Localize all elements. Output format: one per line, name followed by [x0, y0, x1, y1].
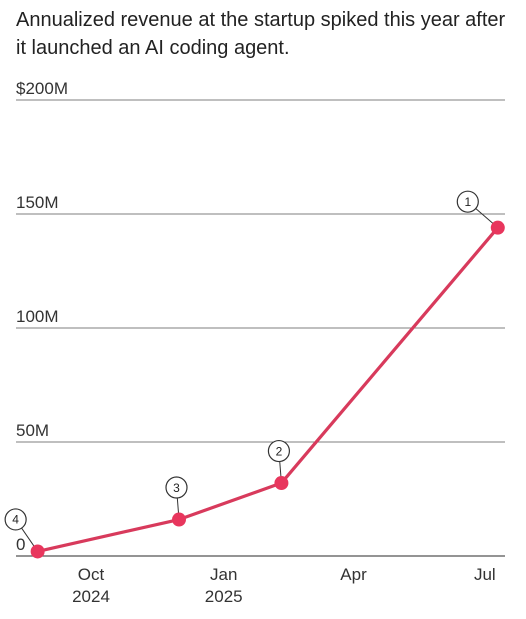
x-tick-label: Apr [340, 565, 367, 584]
annotation-badge [456, 190, 479, 213]
data-point [490, 220, 505, 235]
y-tick-label: 50M [16, 421, 49, 440]
annotation-badge [165, 476, 188, 499]
y-tick-label: 100M [16, 307, 59, 326]
annotation-number: 1 [464, 195, 471, 209]
x-tick-label: Jan [210, 565, 237, 584]
x-tick-label: Jul [474, 565, 496, 584]
data-point [30, 544, 45, 559]
y-tick-label: 150M [16, 193, 59, 212]
data-point-group: 4 [4, 508, 45, 559]
y-tick-label: 0 [16, 535, 25, 554]
series-line [36, 226, 500, 554]
annotation-badge [4, 508, 27, 531]
x-tick-label: Oct [78, 565, 105, 584]
annotation-number: 2 [276, 444, 283, 458]
x-tick-label: 2024 [72, 587, 110, 606]
y-tick-label: $200M [16, 79, 68, 98]
annotation-number: 3 [173, 481, 180, 495]
x-axis: Oct 2024 Jan 2025 Apr Jul [72, 565, 496, 606]
y-axis: 0 50M 100M 150M $200M [16, 79, 505, 557]
x-tick-label: 2025 [205, 587, 243, 606]
annotation-badge [267, 439, 291, 463]
data-point-group: 1 [456, 190, 505, 235]
data-point [172, 512, 186, 527]
data-point [274, 476, 289, 491]
data-point-group: 2 [267, 439, 291, 491]
chart-title: Annualized revenue at the startup spiked… [16, 9, 506, 59]
data-point-group: 3 [165, 476, 188, 527]
annotation-number: 4 [12, 513, 19, 527]
